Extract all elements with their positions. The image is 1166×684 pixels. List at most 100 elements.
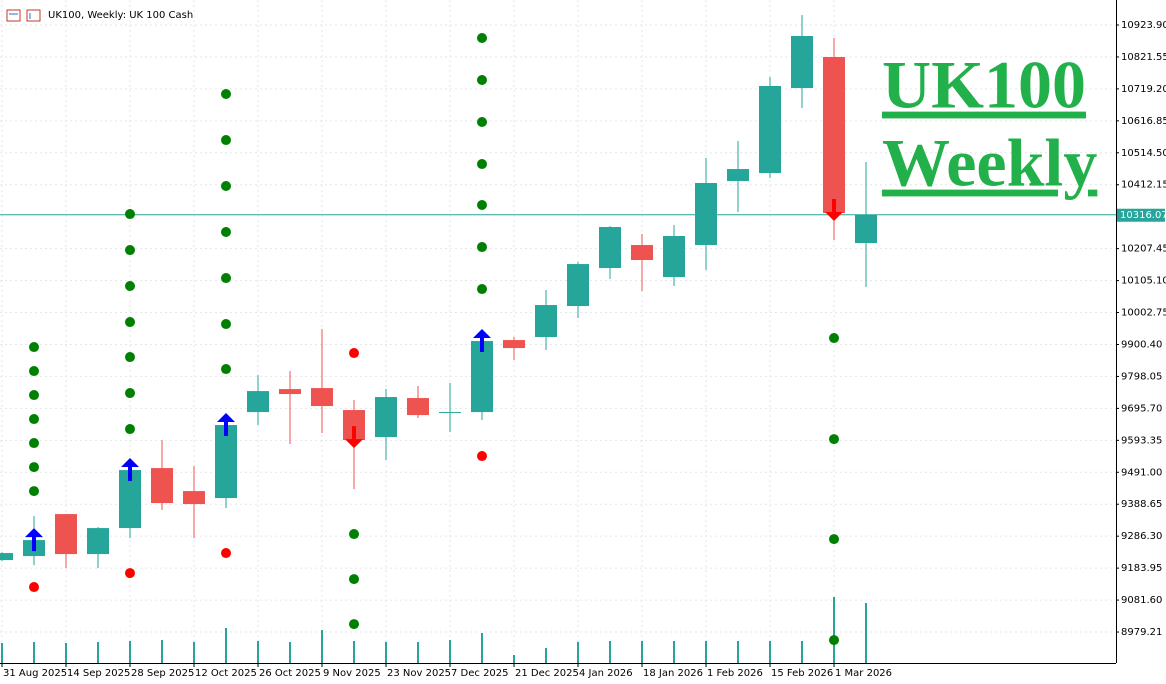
volume-bar	[417, 642, 419, 663]
icon	[6, 9, 21, 22]
annotation: Weekly	[882, 125, 1097, 201]
level-dot	[349, 529, 359, 540]
volume-bar	[129, 641, 131, 663]
chart-title: UK100, Weekly: UK 100 Cash	[48, 10, 193, 21]
candle-body	[727, 169, 749, 182]
volume-bar	[865, 603, 867, 663]
level-dot	[477, 242, 487, 253]
volume-bar	[65, 643, 67, 663]
y-tick-label: 10207.45	[1121, 244, 1166, 255]
volume-bar	[33, 642, 35, 663]
y-tick-label: 9695.70	[1121, 403, 1162, 414]
x-tick-label: 23 Nov 2025	[387, 668, 451, 679]
signal-arrow	[121, 458, 139, 482]
candle-body	[375, 397, 397, 438]
level-dot	[221, 319, 231, 330]
y-tick-label: 10412.15	[1121, 180, 1166, 191]
y-tick-label: 9900.40	[1121, 339, 1162, 350]
candle-body	[183, 491, 205, 505]
level-dot	[125, 388, 135, 399]
signal-arrow	[217, 413, 235, 437]
level-dot	[125, 209, 135, 220]
level-dot	[477, 33, 487, 44]
candle-body	[343, 410, 365, 441]
annotation: UK100	[882, 47, 1086, 123]
volume-bar	[193, 642, 195, 663]
candle-body	[311, 388, 333, 407]
level-dot	[125, 352, 135, 363]
level-dot	[125, 424, 135, 435]
level-dot	[29, 486, 39, 497]
candle-body	[247, 391, 269, 413]
volume-bar	[769, 641, 771, 663]
candle-body	[215, 425, 237, 499]
volume-bar	[641, 641, 643, 663]
x-tick-label: 12 Oct 2025	[195, 668, 257, 679]
x-tick-label: 14 Sep 2025	[67, 668, 130, 679]
y-tick-label: 9286.30	[1121, 531, 1162, 542]
level-dot	[829, 333, 839, 344]
volume-bar	[1, 643, 3, 663]
volume-bar	[833, 597, 835, 663]
candle-body	[567, 264, 589, 307]
candle-body	[823, 56, 845, 214]
y-tick-label: 9798.05	[1121, 371, 1162, 382]
current-price-label: 10316.07	[1120, 210, 1166, 221]
stop-dot	[125, 568, 135, 579]
level-dot	[349, 574, 359, 585]
y-tick-label: 10719.20	[1121, 84, 1166, 95]
level-dot	[221, 89, 231, 100]
y-tick-label: 8979.21	[1121, 627, 1162, 638]
y-tick-label: 10821.55	[1121, 52, 1166, 63]
volume-bar	[737, 641, 739, 663]
candle-body	[599, 227, 621, 269]
candle-body	[0, 553, 13, 561]
x-tick-label: 31 Aug 2025	[3, 668, 67, 679]
level-dot	[29, 438, 39, 449]
level-dot	[829, 434, 839, 445]
level-dot	[221, 227, 231, 238]
level-dot	[221, 135, 231, 146]
stop-dot	[221, 548, 231, 559]
volume-bar	[609, 641, 611, 663]
y-tick-label: 10514.50	[1121, 148, 1166, 159]
x-tick-label: 21 Dec 2025	[515, 668, 579, 679]
level-dot	[477, 159, 487, 170]
volume-bar	[577, 642, 579, 663]
y-tick-label: 9388.65	[1121, 499, 1162, 510]
y-tick-label: 9593.35	[1121, 435, 1162, 446]
x-tick-label: 18 Jan 2026	[643, 668, 703, 679]
x-tick-label: 1 Mar 2026	[835, 668, 892, 679]
volume-bar	[257, 641, 259, 663]
y-tick-label: 10923.90	[1121, 20, 1166, 31]
volume-bar	[673, 641, 675, 663]
candle-body	[759, 85, 781, 174]
x-tick-label: 7 Dec 2025	[451, 668, 509, 679]
volume-bar	[545, 648, 547, 663]
candle-body	[631, 245, 653, 261]
stop-dot	[29, 582, 39, 593]
volume-bar	[225, 628, 227, 663]
signal-arrow	[25, 528, 43, 552]
volume-bar	[801, 641, 803, 663]
level-dot	[125, 317, 135, 328]
x-tick-label: 15 Feb 2026	[771, 668, 833, 679]
x-tick-label: 28 Sep 2025	[131, 668, 194, 679]
x-tick-label: 26 Oct 2025	[259, 668, 321, 679]
volume-bar	[385, 642, 387, 663]
x-tick-label: 1 Feb 2026	[707, 668, 763, 679]
stop-dot	[477, 451, 487, 462]
y-tick-label: 10002.75	[1121, 308, 1166, 319]
x-tick-label: 9 Nov 2025	[323, 668, 381, 679]
volume-bar	[705, 641, 707, 663]
volume-bar	[97, 642, 99, 663]
current-price-box	[1117, 208, 1165, 222]
candle-body	[791, 35, 813, 89]
level-dot	[29, 390, 39, 401]
volume-bar	[161, 640, 163, 663]
level-dot	[29, 414, 39, 425]
level-dot	[125, 281, 135, 292]
level-dot	[29, 366, 39, 377]
signal-arrow	[473, 329, 491, 353]
candle-body	[503, 340, 525, 349]
